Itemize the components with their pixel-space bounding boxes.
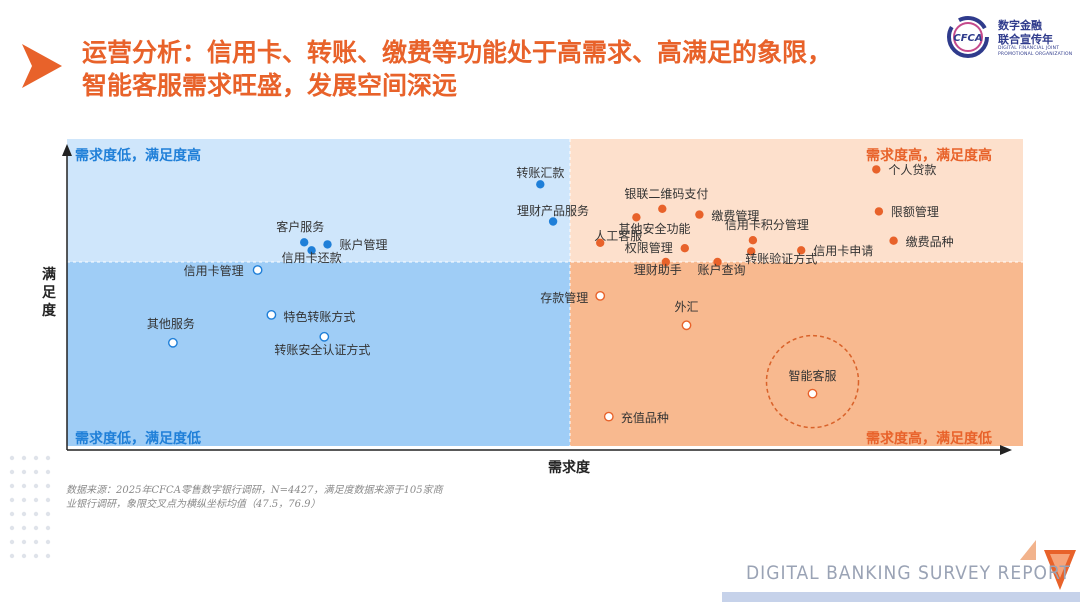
logo-en-2: PROMOTIONAL ORGANIZATION	[998, 52, 1073, 57]
quadrant-bottom-left	[67, 262, 570, 446]
quadrant-label-bottom-right: 需求度高，满足度低	[866, 431, 992, 447]
data-point	[596, 238, 605, 247]
title-line-2: 智能客服需求旺盛，发展空间深远	[82, 71, 458, 100]
data-point-label: 充值品种	[620, 410, 669, 425]
quadrant-label-top-left: 需求度低，满足度高	[75, 148, 201, 164]
logo-name-2: 联合宣传年	[998, 33, 1053, 46]
data-point	[889, 236, 898, 245]
data-point	[681, 320, 692, 331]
data-point	[872, 165, 881, 174]
data-point-label: 信用卡申请	[813, 244, 874, 259]
data-point-label: 缴费管理	[711, 208, 760, 223]
data-point	[661, 257, 670, 267]
data-point-label: 信用卡管理	[183, 263, 244, 278]
data-point	[695, 210, 704, 219]
data-point	[300, 238, 309, 247]
title-arrow-icon	[22, 44, 62, 88]
data-point	[595, 290, 606, 301]
data-point	[874, 207, 884, 216]
data-point	[747, 247, 756, 256]
data-point	[167, 337, 178, 348]
highlight-circle	[765, 334, 860, 429]
data-point	[252, 265, 263, 275]
quadrant-label-bottom-left: 需求度低，满足度低	[75, 431, 201, 447]
title-line-1: 运营分析：信用卡、转账、缴费等功能处于高需求、高满足的象限，	[82, 38, 833, 67]
data-point-label: 理财助手	[633, 263, 682, 277]
data-point-label: 其他服务	[146, 316, 195, 331]
data-point	[807, 388, 818, 399]
data-point	[748, 236, 758, 245]
data-point-label: 缴费品种	[905, 234, 954, 249]
data-point-label: 个人贷款	[888, 163, 937, 178]
data-point	[266, 309, 277, 320]
data-point-label: 账户查询	[697, 263, 746, 277]
data-point-label: 转账验证方式	[745, 252, 818, 267]
quadrant-top-left	[67, 139, 570, 262]
y-axis-arrow-icon	[62, 144, 72, 156]
x-axis-label: 需求度	[548, 460, 590, 476]
data-point	[797, 246, 806, 255]
y-axis-label: 满足度	[42, 267, 56, 319]
cfca-logo: CFCA 数字金融 联合宣传年 DIGITAL FINANCIAL JOINT …	[944, 14, 1074, 60]
data-point-label: 特色转账方式	[283, 309, 356, 324]
data-point-label: 转账安全认证方式	[274, 342, 371, 357]
data-point	[632, 213, 641, 222]
data-point-label: 智能客服	[788, 368, 837, 383]
data-point-label: 权限管理	[624, 241, 673, 256]
cfca-ring-icon: CFCA	[947, 16, 989, 58]
footer-band	[722, 592, 1080, 602]
quadrant-chart	[62, 139, 1023, 455]
footer-report-name: DIGITAL BANKING SURVEY REPORT	[746, 562, 1071, 584]
data-point	[548, 217, 558, 226]
footer-decoration-icon	[1020, 540, 1076, 590]
data-point-label: 信用卡积分管理	[724, 218, 809, 233]
data-point-label: 其他安全功能	[618, 222, 691, 237]
quadrant-bottom-right	[570, 262, 1023, 446]
data-point-label: 理财产品服务	[517, 203, 590, 218]
data-point-label: 账户管理	[339, 238, 388, 253]
logo-en-1: DIGITAL FINANCIAL JOINT	[998, 46, 1060, 51]
data-point	[658, 204, 667, 213]
data-point-label: 客户服务	[276, 220, 325, 235]
data-point	[713, 257, 722, 267]
quadrant-label-top-right: 需求度高，满足度高	[866, 148, 992, 164]
data-point	[536, 180, 545, 189]
data-point-label: 转账汇款	[516, 166, 565, 181]
data-point	[680, 244, 689, 253]
data-point-label: 信用卡还款	[281, 251, 342, 266]
source-note: 数据来源：2025年CFCA零售数字银行调研，N=4427，满足度数据来源于10…	[66, 485, 443, 510]
logo-name-1: 数字金融	[998, 19, 1042, 32]
quadrant-top-right	[570, 139, 1023, 262]
logo-mark: CFCA	[953, 33, 982, 44]
data-point	[307, 246, 316, 255]
data-point	[319, 331, 330, 342]
x-axis-arrow-icon	[1000, 445, 1012, 455]
data-point-label: 限额管理	[890, 205, 939, 220]
data-point-label: 人工客服	[594, 228, 643, 243]
data-point	[603, 411, 614, 422]
decorative-dots	[9, 455, 51, 559]
data-point	[323, 240, 332, 249]
data-point-label: 外汇	[674, 300, 699, 315]
page-title: 运营分析：信用卡、转账、缴费等功能处于高需求、高满足的象限， 智能客服需求旺盛，…	[82, 36, 942, 102]
data-point-label: 银联二维码支付	[624, 186, 709, 201]
data-point-label: 存款管理	[540, 290, 589, 305]
